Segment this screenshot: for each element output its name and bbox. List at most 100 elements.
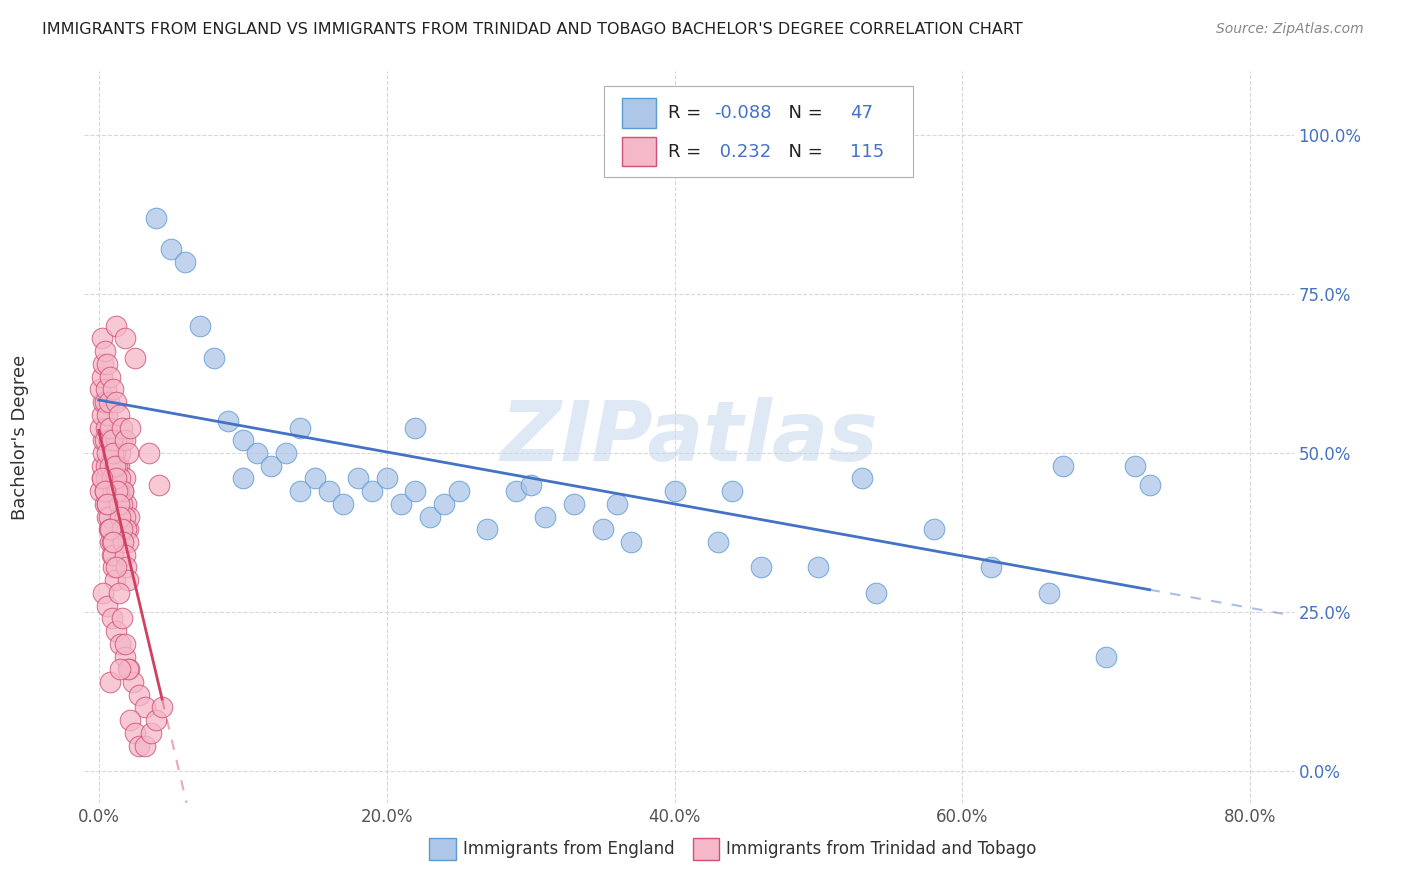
Point (101, 548, 124, 562)
Point (90, 331, 112, 345)
Point (105, 560, 128, 574)
Point (664, 484, 686, 499)
Point (232, 471, 254, 485)
FancyBboxPatch shape (605, 86, 912, 178)
Point (134, 700, 156, 714)
Point (98, 369, 121, 384)
Point (217, 414, 239, 428)
Text: -0.088: -0.088 (714, 104, 772, 122)
Point (90, 408, 112, 422)
Point (922, 522, 945, 536)
Point (104, 446, 127, 460)
Point (117, 535, 139, 549)
Point (375, 471, 398, 485)
Point (105, 434, 128, 448)
Point (347, 471, 370, 485)
Point (97, 522, 120, 536)
Point (111, 497, 134, 511)
Point (232, 434, 254, 448)
Point (94, 420, 117, 434)
Point (114, 548, 136, 562)
Point (98, 522, 121, 536)
Point (433, 497, 456, 511)
Point (202, 351, 225, 365)
Point (93, 484, 115, 499)
Point (101, 560, 124, 574)
Point (865, 586, 887, 600)
Point (110, 446, 132, 460)
Point (101, 535, 124, 549)
Text: Immigrants from Trinidad and Tobago: Immigrants from Trinidad and Tobago (727, 840, 1036, 858)
Point (100, 548, 122, 562)
Point (100, 535, 122, 549)
Point (105, 318, 128, 333)
Point (105, 395, 128, 409)
Point (117, 446, 139, 460)
Point (145, 211, 167, 225)
Point (246, 446, 269, 460)
Point (89, 383, 111, 397)
Point (114, 331, 136, 345)
Point (105, 471, 128, 485)
Point (90, 458, 112, 473)
Point (138, 446, 160, 460)
Point (97, 395, 120, 409)
Point (1038, 586, 1060, 600)
Point (274, 446, 297, 460)
Point (93, 395, 115, 409)
Text: R =: R = (668, 143, 707, 161)
Point (145, 713, 167, 727)
Text: ZIPatlas: ZIPatlas (501, 397, 877, 477)
Text: Source: ZipAtlas.com: Source: ZipAtlas.com (1216, 22, 1364, 37)
Point (188, 318, 211, 333)
Point (108, 497, 131, 511)
Point (519, 477, 541, 491)
Text: 0.232: 0.232 (714, 143, 772, 161)
Point (90, 369, 112, 384)
Point (620, 535, 643, 549)
Point (111, 420, 134, 434)
Point (111, 434, 134, 448)
Point (1052, 458, 1074, 473)
Point (128, 739, 150, 753)
Point (100, 611, 122, 625)
Text: R =: R = (668, 104, 707, 122)
Point (749, 560, 772, 574)
Point (96, 357, 118, 371)
Point (592, 522, 614, 536)
Point (332, 497, 354, 511)
Point (91, 395, 114, 409)
Point (1139, 477, 1161, 491)
Point (148, 477, 170, 491)
Y-axis label: Bachelor's Degree: Bachelor's Degree (11, 354, 28, 520)
Point (101, 446, 124, 460)
Point (110, 471, 132, 485)
Point (98, 420, 121, 434)
Point (105, 624, 128, 638)
Point (150, 700, 173, 714)
Point (105, 484, 128, 499)
Point (98, 458, 121, 473)
Point (1123, 458, 1146, 473)
Point (111, 522, 134, 536)
Text: IMMIGRANTS FROM ENGLAND VS IMMIGRANTS FROM TRINIDAD AND TOBAGO BACHELOR'S DEGREE: IMMIGRANTS FROM ENGLAND VS IMMIGRANTS FR… (42, 22, 1024, 37)
Text: N =: N = (778, 143, 828, 161)
Point (107, 471, 129, 485)
Point (114, 509, 136, 524)
Point (117, 662, 139, 676)
Point (90, 471, 112, 485)
Point (108, 586, 131, 600)
Point (98, 522, 121, 536)
Point (128, 688, 150, 702)
Point (404, 484, 426, 499)
Point (534, 509, 557, 524)
Point (107, 458, 129, 473)
Point (98, 675, 121, 690)
Point (91, 434, 114, 448)
FancyBboxPatch shape (429, 838, 456, 860)
Point (120, 420, 142, 434)
Point (115, 560, 138, 574)
Point (112, 484, 135, 499)
Point (93, 434, 115, 448)
Point (91, 357, 114, 371)
